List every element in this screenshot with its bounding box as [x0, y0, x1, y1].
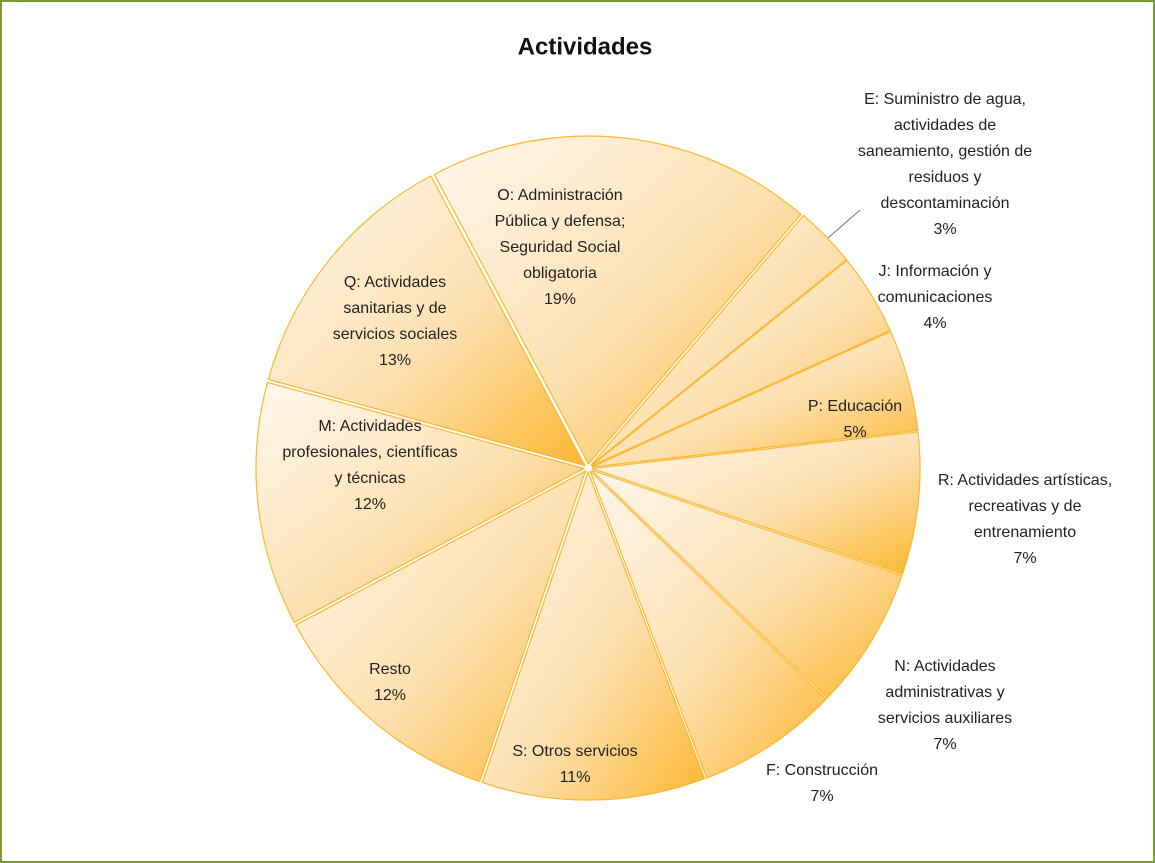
pie-slice	[591, 259, 891, 467]
value-label: 13%	[379, 352, 411, 369]
slice-label: F: Construcción	[766, 762, 878, 779]
value-label: 12%	[354, 496, 386, 513]
pie-slice	[591, 330, 919, 468]
value-label: 11%	[560, 769, 591, 786]
slice-label: R: Actividades artísticas, recreativas y …	[938, 472, 1112, 541]
slice-label: Q: Actividades sanitarias y de servicios s…	[333, 274, 457, 343]
pie-slice	[590, 469, 903, 699]
slice-label: Resto	[369, 661, 411, 678]
chart-title: Actividades	[518, 33, 653, 60]
value-label: 7%	[810, 788, 833, 805]
slice-label: O: Administración Pública y defensa; Segur…	[495, 187, 626, 282]
pie-slice	[589, 470, 827, 779]
slice-label: P: Educación	[808, 398, 902, 415]
value-label: 19%	[544, 291, 576, 308]
pie-slice	[481, 470, 706, 801]
value-label: 3%	[933, 221, 956, 238]
value-label: 7%	[1013, 550, 1036, 567]
pie-slice	[255, 381, 586, 624]
value-label: 12%	[374, 687, 406, 704]
pie-slice	[591, 431, 921, 575]
pie	[255, 135, 921, 801]
slice-label: M: Actividades profesionales, científicas…	[282, 418, 457, 487]
slice-label: J: Información y comunicaciones	[878, 263, 993, 306]
value-label: 7%	[933, 736, 956, 753]
value-label: 5%	[843, 424, 866, 441]
slice-label: N: Actividades administrativas y servicios…	[878, 658, 1012, 727]
pie-slice	[267, 175, 587, 467]
pie-slice	[294, 469, 587, 783]
pie-slice	[433, 135, 802, 466]
slice-label: S: Otros servicios	[512, 743, 637, 760]
leader-line	[827, 209, 861, 239]
value-label: 4%	[923, 315, 946, 332]
pie-slice	[590, 214, 848, 466]
slice-label: E: Suministro de agua, actividades de sane…	[858, 91, 1032, 212]
